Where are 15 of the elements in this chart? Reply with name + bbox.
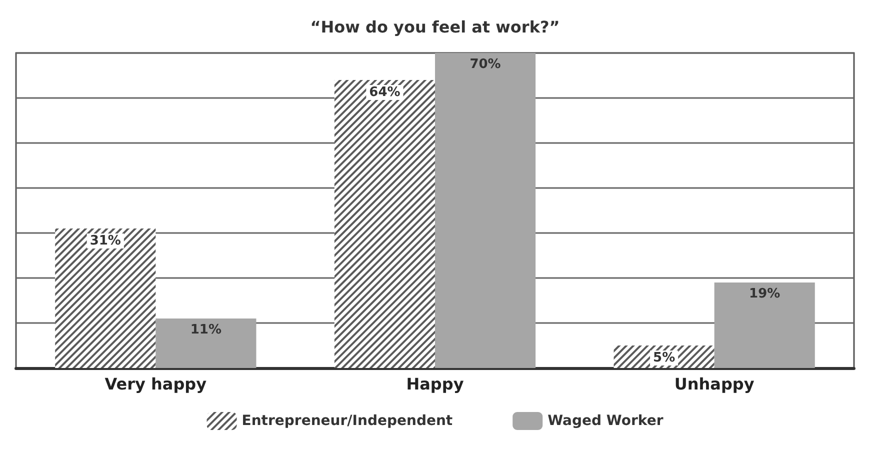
data-label: 31% — [90, 234, 121, 248]
bar — [156, 318, 256, 368]
data-label: 64% — [369, 85, 400, 100]
legend-label: Waged Worker — [548, 413, 664, 429]
bar — [714, 282, 815, 368]
legend-label: Entrepreneur/Independent — [242, 413, 453, 429]
x-tick-label: Unhappy — [674, 374, 755, 394]
data-label: 19% — [749, 286, 780, 302]
chart-title: “How do you feel at work?” — [310, 18, 560, 36]
data-label: 70% — [470, 57, 501, 72]
data-label: 11% — [190, 322, 222, 338]
bar — [435, 53, 536, 368]
data-label: 5% — [653, 350, 676, 366]
x-tick-label: Happy — [406, 374, 464, 394]
x-tick-label: Very happy — [104, 374, 208, 394]
